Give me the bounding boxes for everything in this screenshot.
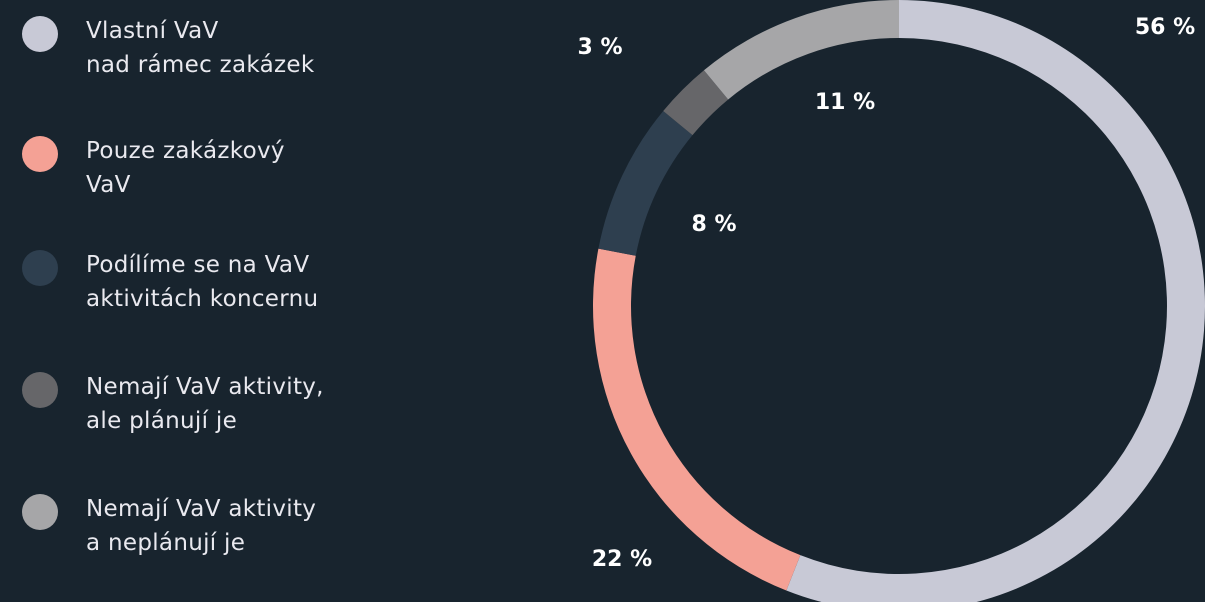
legend-swatch — [22, 372, 58, 408]
legend-item: Podílíme se na VaV aktivitách koncernu — [0, 248, 420, 328]
donut-segment — [703, 0, 899, 100]
legend-item: Vlastní VaV nad rámec zakázek — [0, 14, 420, 94]
data-label: 11 % — [815, 90, 875, 115]
legend-swatch — [22, 250, 58, 286]
legend-item: Pouze zakázkový VaV — [0, 134, 420, 214]
data-label: 3 % — [577, 35, 622, 60]
legend-label: Podílíme se na VaV aktivitách koncernu — [86, 252, 319, 312]
donut-segment — [593, 248, 801, 591]
legend-item: Nemají VaV aktivity, ale plánují je — [0, 370, 420, 450]
data-label: 56 % — [1135, 15, 1195, 40]
data-label: 8 % — [691, 212, 736, 237]
legend-label: Pouze zakázkový VaV — [86, 138, 285, 198]
legend-swatch — [22, 136, 58, 172]
legend-swatch — [22, 494, 58, 530]
data-label: 22 % — [592, 547, 652, 572]
legend-label: Nemají VaV aktivity a neplánují je — [86, 496, 317, 556]
donut-segment — [663, 70, 729, 136]
legend-item: Nemají VaV aktivity a neplánují je — [0, 492, 420, 572]
legend-swatch — [22, 16, 58, 52]
legend-label: Nemají VaV aktivity, ale plánují je — [86, 374, 324, 434]
legend-label: Vlastní VaV nad rámec zakázek — [86, 18, 315, 78]
donut-segment — [598, 110, 693, 256]
